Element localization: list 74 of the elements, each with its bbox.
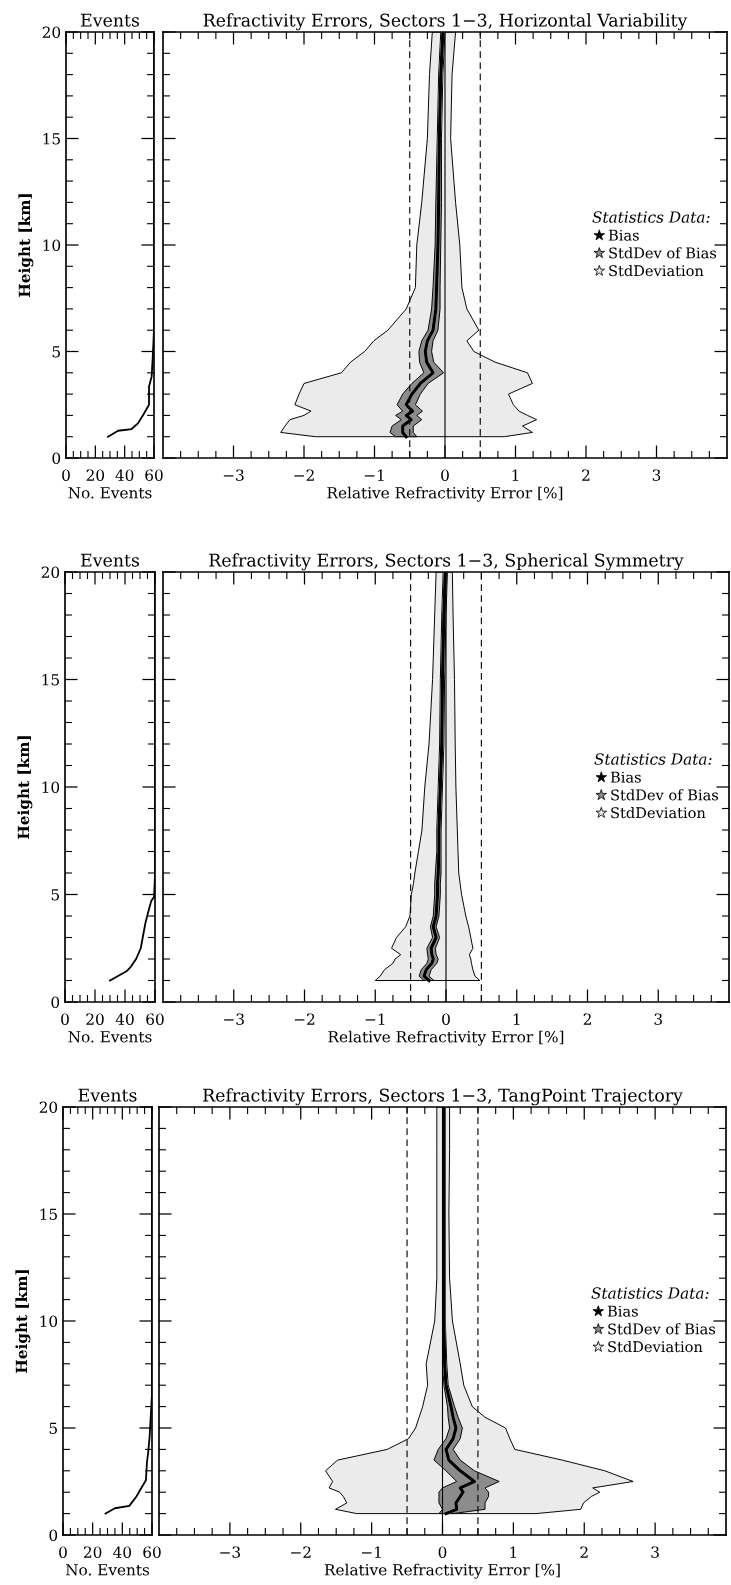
x-tick-label: −3 (220, 1546, 240, 1558)
chart-title: Events (81, 13, 140, 27)
x-tick-label: −2 (294, 1013, 315, 1025)
x-tick-label: −2 (294, 469, 314, 481)
x-tick-label: 60 (143, 1546, 161, 1558)
legend-label: StdDeviation (611, 806, 706, 819)
x-tick-label: 1 (513, 1013, 520, 1025)
y-tick-label: 0 (49, 1529, 58, 1542)
legend-title: Statistics Data: (592, 211, 710, 223)
x-tick-label: 20 (86, 469, 105, 481)
chart-title: Refractivity Errors, Sectors 1−3, TangPoint Trajectory (203, 1088, 683, 1106)
x-tick-label: 40 (115, 469, 134, 481)
x-tick-label: 1 (510, 1546, 517, 1558)
x-axis-title: Relative Refractivity Error [%] (328, 1030, 564, 1046)
x-axis-title: Relative Refractivity Error [%] (327, 486, 563, 502)
x-tick-label: −3 (224, 1013, 244, 1025)
x-tick-label: 2 (580, 1546, 588, 1558)
chart-title: Refractivity Errors, Sectors 1−3, Spherical Symmetry (209, 553, 684, 571)
x-tick-label: −3 (223, 469, 244, 481)
x-tick-label: 20 (83, 1546, 102, 1558)
x-tick-label: 60 (145, 469, 163, 481)
chart-title: Events (81, 553, 140, 567)
legend-label: StdDeviation (609, 264, 704, 277)
legend-label: StdDev of Bias (608, 1323, 716, 1335)
y-tick-label: 5 (49, 1422, 57, 1435)
y-tick-label: 20 (42, 26, 61, 39)
chart-title: Refractivity Errors, Sectors 1−3, Horizontal Variability (203, 13, 688, 31)
x-tick-label: 2 (582, 469, 590, 481)
x-axis-title: No. Events (65, 1564, 150, 1576)
x-tick-label: 0 (441, 469, 449, 481)
x-tick-label: 0 (442, 1013, 450, 1025)
x-tick-label: 3 (651, 1546, 659, 1558)
legend-label: Bias (607, 1305, 638, 1317)
y-tick-label: 15 (40, 1208, 57, 1221)
x-tick-label: 0 (62, 469, 70, 481)
y-tick-label: 20 (41, 566, 60, 579)
x-tick-label: 40 (115, 1013, 134, 1025)
x-tick-label: 3 (652, 469, 661, 481)
legend-title: Statistics Data: (594, 753, 712, 765)
y-tick-label: 5 (51, 889, 59, 901)
y-tick-label: 15 (42, 673, 59, 686)
y-tick-label: 15 (43, 132, 60, 145)
legend-label: StdDeviation (608, 1340, 703, 1353)
x-tick-label: 2 (583, 1013, 591, 1025)
x-tick-label: 0 (61, 1013, 69, 1025)
x-tick-label: −1 (365, 1013, 385, 1025)
y-tick-label: 10 (42, 781, 60, 794)
x-tick-label: 20 (86, 1013, 104, 1025)
y-axis-title: Height [km] (18, 194, 34, 297)
legend-label: Bias (610, 771, 641, 783)
y-tick-label: 20 (39, 1101, 58, 1114)
x-tick-label: 0 (438, 1546, 447, 1558)
y-axis-title: Height [km] (17, 736, 33, 839)
x-tick-label: −1 (364, 469, 384, 481)
x-tick-label: −1 (361, 1546, 381, 1558)
x-tick-label: 3 (654, 1013, 662, 1025)
x-axis-title: Relative Refractivity Error [%] (324, 1563, 560, 1579)
y-tick-label: 0 (51, 996, 60, 1009)
x-tick-label: −2 (291, 1546, 311, 1558)
x-axis-title: No. Events (68, 487, 152, 499)
x-tick-label: 1 (512, 469, 519, 481)
chart-title: Events (78, 1088, 137, 1102)
y-tick-label: 5 (52, 346, 60, 358)
x-axis-title: No. Events (68, 1031, 152, 1043)
y-tick-label: 10 (40, 1315, 58, 1328)
legend-label: StdDev of Bias (609, 247, 717, 259)
legend-title: Statistics Data: (591, 1287, 709, 1299)
y-tick-label: 10 (43, 239, 61, 252)
x-tick-label: 60 (146, 1013, 164, 1025)
x-tick-label: 40 (113, 1546, 132, 1558)
y-tick-label: 0 (52, 452, 61, 465)
legend-label: StdDev of Bias (611, 789, 719, 801)
y-axis-title: Height [km] (15, 1270, 31, 1373)
legend-label: Bias (608, 229, 639, 241)
